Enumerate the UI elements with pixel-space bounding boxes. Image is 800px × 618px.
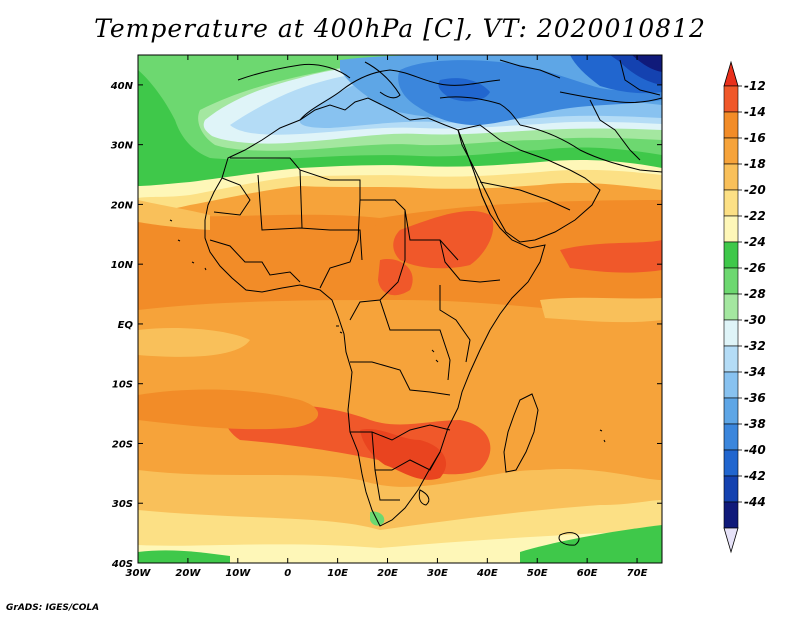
colorbar-segment <box>723 267 739 295</box>
colorbar-bottom-triangle <box>723 527 739 554</box>
map-title: Temperature at 400hPa [C], VT: 202001081… <box>94 14 706 43</box>
map-frame <box>137 54 663 564</box>
colorbar-label: -24 <box>744 235 766 249</box>
lon-tick-label: 0 <box>284 568 291 579</box>
colorbar-segment <box>723 241 739 269</box>
lat-tick-label: 30N <box>111 141 134 152</box>
colorbar-segment <box>723 475 739 503</box>
lat-tick-label: 10N <box>111 260 134 271</box>
colorbar-label: -12 <box>744 79 766 93</box>
longitude-axis: 30W 20W 10W 0 10E 20E 30E 40E 50E 60E 70E <box>126 55 648 579</box>
colorbar-label: -42 <box>744 469 766 483</box>
colorbar-label: -22 <box>744 209 766 223</box>
lon-tick-label: 60E <box>577 568 598 579</box>
colorbar-label: -26 <box>744 261 766 275</box>
grads-credit: GrADS: IGES/COLA <box>6 603 100 613</box>
colorbar-label: -20 <box>744 183 766 197</box>
lat-tick-label: EQ <box>118 320 134 331</box>
colorbar-label: -28 <box>744 287 766 301</box>
colorbar-segment <box>723 371 739 399</box>
colorbar-segment <box>723 111 739 139</box>
colorbar-segment <box>723 85 739 113</box>
colorbar-label: -18 <box>744 157 766 171</box>
coastline-layer <box>169 59 662 546</box>
lon-tick-label: 30W <box>126 568 152 579</box>
colorbar-label: -16 <box>744 131 766 145</box>
colorbar-label: -34 <box>744 365 766 379</box>
lon-tick-label: 70E <box>627 568 648 579</box>
colorbar-label: -44 <box>744 495 766 509</box>
colorbar-segment <box>723 215 739 243</box>
temperature-field <box>138 55 662 563</box>
colorbar-segment <box>723 189 739 217</box>
colorbar-label: -38 <box>744 417 766 431</box>
colorbar-segment <box>723 423 739 451</box>
colorbar-segment <box>723 397 739 425</box>
lon-tick-label: 10W <box>225 568 251 579</box>
lat-tick-label: 10S <box>112 380 133 391</box>
lon-tick-label: 40E <box>476 568 498 579</box>
colorbar-label: -14 <box>744 105 766 119</box>
colorbar-label: -30 <box>744 313 766 327</box>
lon-tick-label: 30E <box>427 568 448 579</box>
lat-tick-label: 40N <box>110 81 134 92</box>
colorbar-segment <box>723 345 739 373</box>
colorbar-label: -40 <box>744 443 766 457</box>
colorbar-segment <box>723 163 739 191</box>
lon-tick-label: 20E <box>377 568 398 579</box>
colorbar-segment <box>723 137 739 165</box>
lon-tick-label: 10E <box>327 568 348 579</box>
colorbar-segment <box>723 293 739 321</box>
lat-tick-label: 30S <box>112 499 133 510</box>
colorbar-top-triangle <box>723 60 739 87</box>
lon-tick-label: 20W <box>175 568 201 579</box>
colorbar-label: -32 <box>744 339 766 353</box>
lat-tick-label: 40S <box>111 559 133 570</box>
colorbar: -12 -14 -16 -18 -20 -22 -24 -26 -28 -30 -32 -34 -36 -… <box>723 60 766 554</box>
lat-tick-label: 20S <box>112 439 133 450</box>
colorbar-segment <box>723 501 739 529</box>
lon-tick-label: 50E <box>527 568 548 579</box>
latitude-axis: 40N 30N 20N 10N EQ 10S 20S 30S 40S <box>110 81 662 570</box>
colorbar-label: -36 <box>744 391 766 405</box>
colorbar-segment <box>723 319 739 347</box>
colorbar-segment <box>723 449 739 477</box>
lat-tick-label: 20N <box>111 200 134 211</box>
